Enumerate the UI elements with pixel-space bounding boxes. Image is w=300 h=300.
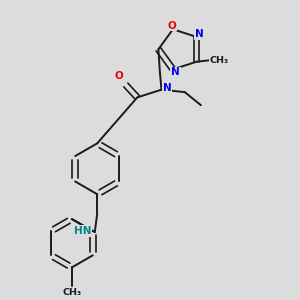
Text: CH₃: CH₃: [62, 288, 81, 297]
Text: O: O: [114, 71, 123, 81]
Text: O: O: [167, 20, 176, 31]
Text: N: N: [163, 83, 171, 93]
Text: CH₃: CH₃: [210, 56, 229, 65]
Text: N: N: [171, 68, 180, 77]
Text: N: N: [195, 29, 204, 39]
Text: HN: HN: [74, 226, 91, 236]
